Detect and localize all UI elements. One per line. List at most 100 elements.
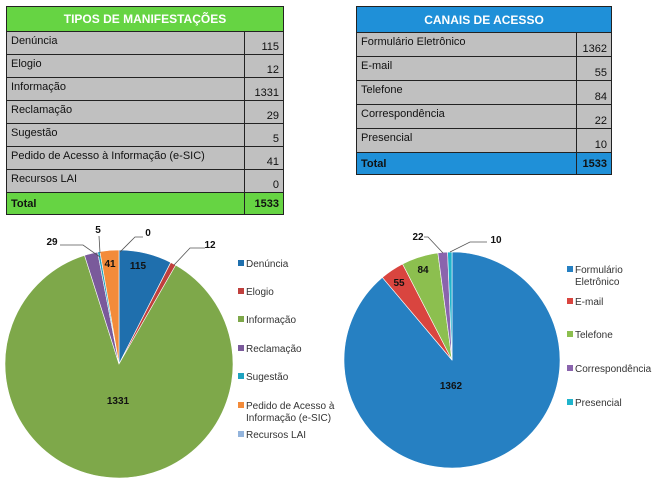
data-label: 1362 <box>440 381 463 392</box>
legend-label: Sugestão <box>246 372 289 383</box>
legend-item: E-mail <box>567 297 660 309</box>
legend-swatch <box>238 345 244 351</box>
data-label: 22 <box>412 232 424 243</box>
row-value: 12 <box>244 54 284 78</box>
legend-label: Presencial <box>575 398 622 409</box>
legend-item: Telefone <box>567 330 660 342</box>
legend-item: Sugestão <box>238 372 356 384</box>
legend-swatch <box>238 260 244 266</box>
legend-label: Elogio <box>246 287 274 298</box>
leader-line <box>119 236 143 253</box>
data-label: 115 <box>130 261 147 272</box>
legend-item: Denúncia <box>238 259 356 271</box>
legend-swatch <box>238 402 244 408</box>
row-value: 55 <box>576 56 612 81</box>
table-row: Informação 1331 <box>6 77 284 101</box>
canais-title: CANAIS DE ACESSO <box>356 6 612 33</box>
row-value: 84 <box>576 80 612 105</box>
manifestacoes-title: TIPOS DE MANIFESTAÇÕES <box>6 6 284 32</box>
pie-slice <box>4 254 234 479</box>
total-label: Total <box>6 192 245 215</box>
table-row: Formulário Eletrônico 1362 <box>356 32 612 57</box>
legend-label: Reclamação <box>246 344 302 355</box>
legend-label: Formulário Eletrônico <box>575 265 623 288</box>
data-label: 5 <box>95 225 101 236</box>
legend-label: Pedido de Acesso à Informação (e-SIC) <box>246 401 335 424</box>
row-value: 10 <box>576 128 612 153</box>
canais-table: CANAIS DE ACESSO Formulário Eletrônico 13… <box>356 6 612 175</box>
legend-item: Formulário Eletrônico <box>567 265 660 289</box>
legend-item: Reclamação <box>238 344 356 356</box>
legend-label: Recursos LAI <box>246 430 307 441</box>
legend-swatch <box>567 399 573 405</box>
row-label: Correspondência <box>356 104 577 129</box>
row-value: 0 <box>244 169 284 193</box>
table-row: Pedido de Acesso à Informação (e-SIC) 41 <box>6 146 284 170</box>
legend-item: Presencial <box>567 398 660 410</box>
row-value: 1362 <box>576 32 612 57</box>
legend-swatch <box>238 316 244 322</box>
data-label: 0 <box>145 228 151 239</box>
row-label: Presencial <box>356 128 577 153</box>
leader-line <box>173 247 205 266</box>
data-label: 84 <box>417 265 429 276</box>
legend-item: Correspondência <box>567 364 660 376</box>
pie-slice <box>343 251 561 469</box>
row-label: Recursos LAI <box>6 169 245 193</box>
row-label: Elogio <box>6 54 245 78</box>
row-label: Formulário Eletrônico <box>356 32 577 57</box>
table-row: Recursos LAI 0 <box>6 169 284 193</box>
row-value: 41 <box>244 146 284 170</box>
row-value: 5 <box>244 123 284 147</box>
legend-swatch <box>238 373 244 379</box>
data-label: 12 <box>204 240 216 251</box>
row-label: E-mail <box>356 56 577 81</box>
table-row: Reclamação 29 <box>6 100 284 124</box>
legend-label: E-mail <box>575 297 604 308</box>
table-row: Elogio 12 <box>6 54 284 78</box>
row-value: 22 <box>576 104 612 129</box>
row-label: Sugestão <box>6 123 245 147</box>
legend-item: Recursos LAI <box>238 430 356 442</box>
total-value: 1533 <box>576 152 612 175</box>
row-value: 115 <box>244 31 284 55</box>
legend-swatch <box>567 298 573 304</box>
total-row: Total 1533 <box>356 152 612 175</box>
row-value: 1331 <box>244 77 284 101</box>
row-label: Pedido de Acesso à Informação (e-SIC) <box>6 146 245 170</box>
leader-line <box>60 244 101 258</box>
row-label: Reclamação <box>6 100 245 124</box>
data-label: 55 <box>393 278 405 289</box>
data-label: 10 <box>490 235 502 246</box>
leader-line <box>449 241 487 253</box>
legend-item: Informação <box>238 315 356 327</box>
manifestacoes-table: TIPOS DE MANIFESTAÇÕES Denúncia 115 Elogio… <box>6 6 284 215</box>
data-label: 1331 <box>107 396 130 407</box>
legend-swatch <box>567 365 573 371</box>
total-value: 1533 <box>244 192 284 215</box>
pie-slice <box>447 251 453 361</box>
table-row: Correspondência 22 <box>356 104 612 129</box>
table-row: Telefone 84 <box>356 80 612 105</box>
legend-swatch <box>567 331 573 337</box>
legend-label: Informação <box>246 315 297 326</box>
legend-item: Elogio <box>238 287 356 299</box>
table-row: Presencial 10 <box>356 128 612 153</box>
total-row: Total 1533 <box>6 192 284 215</box>
row-label: Telefone <box>356 80 577 105</box>
leader-line <box>98 235 101 254</box>
row-value: 29 <box>244 100 284 124</box>
row-label: Informação <box>6 77 245 101</box>
table-row: E-mail 55 <box>356 56 612 81</box>
legend-item: Pedido de Acesso à Informação (e-SIC) <box>238 401 356 425</box>
legend-swatch <box>567 266 573 272</box>
leader-line <box>424 236 444 254</box>
table-row: Denúncia 115 <box>6 31 284 55</box>
legend-swatch <box>238 431 244 437</box>
legend-label: Telefone <box>575 330 613 341</box>
total-label: Total <box>356 152 577 175</box>
legend-swatch <box>238 288 244 294</box>
data-label: 41 <box>104 259 116 270</box>
